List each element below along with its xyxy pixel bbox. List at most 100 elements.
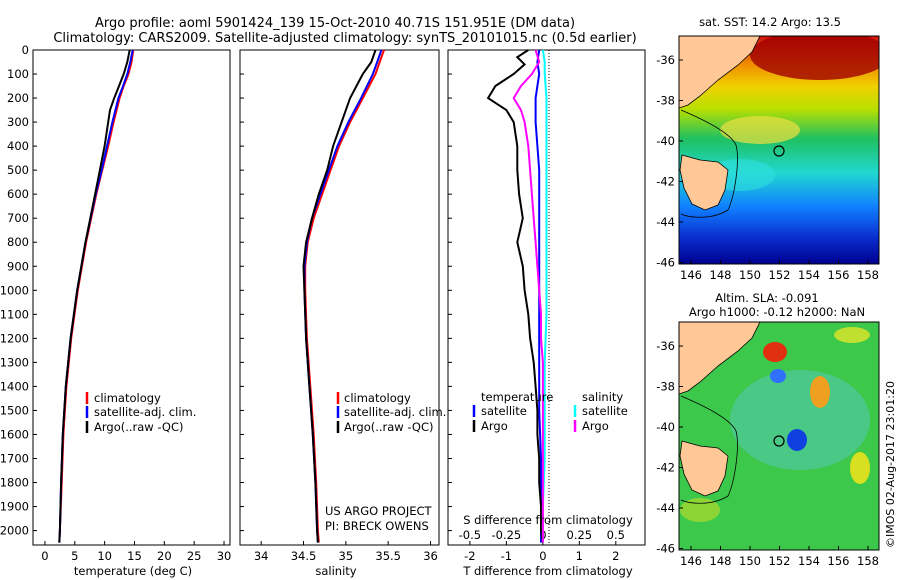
map-y-tick-label: -40 [656,420,675,434]
sla-low-region [730,370,870,470]
depth-tick-label: 2000 [0,524,29,538]
sst-map-y-ticks: -36 -38 -40 -42 -44 -46 [656,53,683,270]
salinity-x-ticks: 34 34.5 35 35.5 36 [254,541,438,563]
x-tick-label: 36 [423,549,438,563]
depth-y-ticks: 0 100 200 300 400 500 600 700 800 900 1000 1100 1200… [0,43,452,538]
series-line-argo-raw-qc- [302,49,377,543]
legend-header-salinity: salinity [582,390,623,404]
map-y-tick-label: -46 [656,256,675,270]
temperature-x-ticks: 0 5 10 15 20 25 30 [41,541,231,563]
map-y-tick-label: -38 [656,94,675,108]
map-y-tick-label: -36 [656,339,675,353]
salinity-panel-frame [239,49,440,546]
sla-map-title-line2: Argo h1000: -0.12 h2000: NaN [689,305,865,319]
depth-tick-label: 1600 [0,427,29,441]
series-line-satellite-adj-clim- [58,49,134,543]
legend-label-satellite: satellite-adj. clim. [344,405,446,419]
depth-tick-label: 1000 [0,283,29,297]
temperature-panel-frame [32,49,231,546]
mainland-australia [679,36,761,109]
map-x-tick-label: 148 [710,268,732,282]
difference-legend: temperature satellite Argo salinity sate… [472,390,628,433]
s-diff-tick-label: -0.5 [459,528,481,542]
map-x-tick-label: 154 [798,554,820,568]
sla-map-x-ticks: 146 148 150 152 154 156 158 [680,546,879,568]
map-x-tick-label: 156 [828,268,850,282]
x-tick-label: -2 [464,549,475,563]
profile-lines [58,49,548,543]
x-tick-label: 2 [612,549,619,563]
sst-warm-patch [720,116,800,144]
legend-label-s-satellite: satellite [582,404,628,418]
t-difference-x-ticks: -2 -1 0 1 2 [464,541,619,563]
map-x-tick-label: 146 [680,554,702,568]
depth-tick-label: 1900 [0,500,29,514]
sst-map-title: sat. SST: 14.2 Argo: 13.5 [699,15,841,29]
x-tick-label: 0 [539,549,546,563]
x-tick-label: 10 [97,549,112,563]
depth-tick-label: 800 [7,235,29,249]
depth-tick-label: 600 [7,187,29,201]
map-y-tick-label: -44 [656,501,675,515]
s-diff-tick-label: -0.25 [491,528,521,542]
legend-label-t-argo: Argo [481,419,508,433]
sla-high-eddy-5 [680,498,720,522]
float-location-marker [773,435,785,447]
sst-warm-core [750,36,879,80]
sst-map [679,36,879,264]
sla-low-eddy-1 [787,429,807,451]
sst-map-x-ticks: 146 148 150 152 154 156 158 [680,260,879,282]
s-diff-tick-label: 0.25 [567,528,593,542]
x-tick-label: 25 [187,549,202,563]
depth-tick-label: 200 [7,91,29,105]
project-annotation: US ARGO PROJECT [325,504,433,518]
depth-tick-label: 300 [7,115,29,129]
depth-tick-label: 700 [7,211,29,225]
map-x-tick-label: 148 [710,554,732,568]
series-line-argo-raw-qc- [58,49,131,543]
x-tick-label: 0 [41,549,48,563]
series-line-climatology [58,49,135,543]
salinity-axis-label: salinity [315,564,356,578]
map-x-tick-label: 146 [680,268,702,282]
watermark: ©IMOS 02-Aug-2017 23:01:20 [884,381,897,548]
sla-high-eddy-1 [763,342,787,362]
map-x-tick-label: 158 [857,554,879,568]
x-tick-label: 15 [127,549,142,563]
sla-high-eddy-3 [834,327,870,343]
map-x-tick-label: 150 [739,268,761,282]
x-tick-label: 34.5 [291,549,317,563]
map-x-tick-label: 150 [739,554,761,568]
legend-label-argo: Argo(..raw -QC) [344,420,434,434]
depth-tick-label: 1200 [0,331,29,345]
legend-label-satellite: satellite-adj. clim. [94,405,196,419]
map-y-tick-label: -42 [656,175,675,189]
sla-high-eddy-4 [850,452,870,484]
s-difference-x-ticks: -0.5 -0.25 0 0.25 0.5 [459,528,625,542]
depth-tick-label: 1800 [0,476,29,490]
legend-label-climatology: climatology [94,391,161,405]
depth-tick-label: 900 [7,259,29,273]
legend-label-t-satellite: satellite [481,404,527,418]
sla-map-y-ticks: -36 -38 -40 -42 -44 -46 [656,339,683,556]
series-line-satellite [534,49,542,543]
map-x-tick-label: 158 [857,268,879,282]
map-x-tick-label: 156 [828,554,850,568]
pi-annotation: PI: BRECK OWENS [325,519,429,533]
legend-label-argo: Argo(..raw -QC) [94,420,184,434]
x-tick-label: 35 [339,549,354,563]
depth-tick-label: 400 [7,139,29,153]
series-line-argo [486,49,544,543]
map-x-tick-label: 152 [769,268,791,282]
float-location-marker [773,145,785,157]
x-tick-label: 35.5 [375,549,401,563]
bathymetry-contour [680,109,738,218]
depth-tick-label: 1100 [0,307,29,321]
figure-title-line1: Argo profile: aoml 5901424_139 15-Oct-20… [95,16,575,31]
salinity-legend: climatology satellite-adj. clim. Argo(..… [336,391,446,434]
legend-label-climatology: climatology [344,391,411,405]
depth-tick-label: 1300 [0,355,29,369]
map-y-tick-label: -36 [656,53,675,67]
x-tick-label: 30 [217,549,232,563]
